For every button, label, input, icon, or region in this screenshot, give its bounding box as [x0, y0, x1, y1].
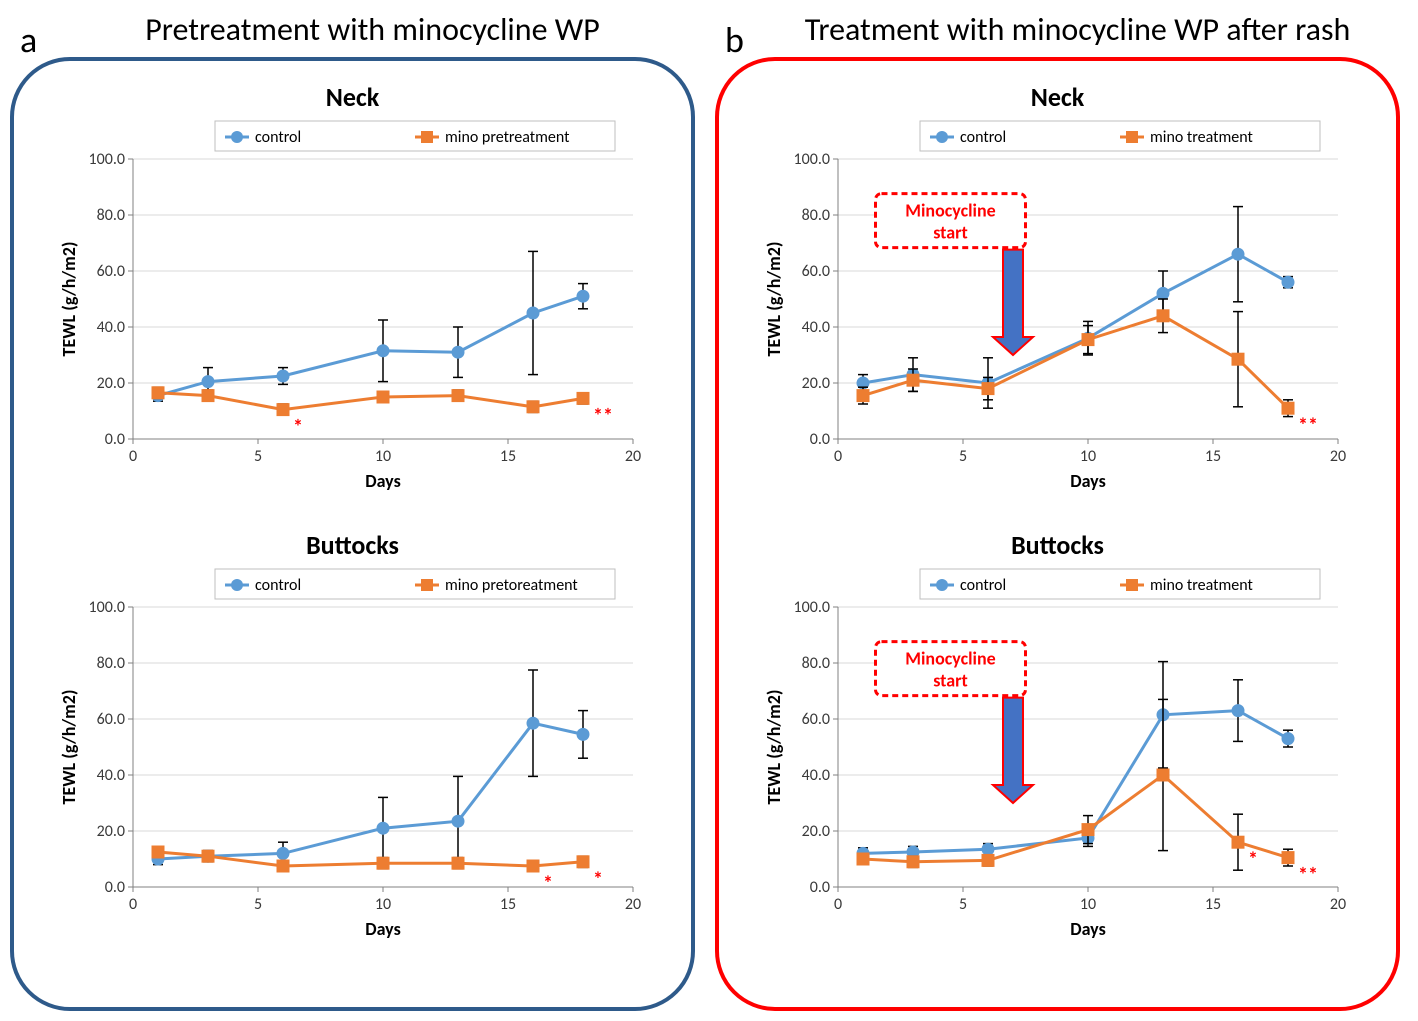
svg-text:10: 10: [374, 447, 390, 466]
svg-text:Minocycline: Minocycline: [905, 200, 995, 222]
chart-a-buttocks: 0.0 20.0 40.0 60.0 80.0 100.0 0 5 10 15 20 Days TEWL…: [53, 567, 653, 947]
svg-text:15: 15: [499, 895, 515, 914]
chart-a-butt-title: Buttocks: [34, 529, 671, 561]
panel-b: b Treatment with minocycline WP after ra…: [715, 10, 1400, 1011]
svg-text:Days: Days: [1070, 918, 1106, 940]
svg-text:control: control: [960, 128, 1006, 147]
svg-text:Days: Days: [365, 918, 401, 940]
svg-text:0.0: 0.0: [809, 430, 829, 449]
panel-b-title: Treatment with minocycline WP after rash: [715, 10, 1400, 49]
svg-text:40.0: 40.0: [801, 318, 829, 337]
svg-text:100.0: 100.0: [793, 598, 829, 617]
panel-b-frame: Neck 0.020.040.060.080.0100.005101520Day…: [715, 57, 1400, 1011]
svg-text:mino treatment: mino treatment: [1150, 576, 1253, 595]
svg-text:0: 0: [128, 895, 136, 914]
svg-text:0: 0: [128, 447, 136, 466]
svg-text:control: control: [255, 576, 301, 595]
svg-text:10: 10: [1079, 447, 1095, 466]
svg-text:80.0: 80.0: [801, 654, 829, 673]
svg-text:100.0: 100.0: [793, 150, 829, 169]
chart-b-neck: 0.0 20.0 40.0 60.0 80.0 100.0 0 5 10 15 20 Days TEWL…: [758, 119, 1358, 499]
svg-text:5: 5: [253, 447, 261, 466]
panel-a: a Pretreatment with minocycline WP Neck …: [10, 10, 695, 1011]
svg-text:5: 5: [958, 447, 966, 466]
svg-text:60.0: 60.0: [96, 262, 124, 281]
svg-text:*: *: [593, 868, 603, 892]
svg-text:20: 20: [624, 447, 640, 466]
svg-text:0: 0: [833, 895, 841, 914]
svg-text:Days: Days: [365, 470, 401, 492]
svg-text:20: 20: [624, 895, 640, 914]
svg-text:0: 0: [833, 447, 841, 466]
figure-container: a Pretreatment with minocycline WP Neck …: [10, 10, 1408, 1011]
svg-text:10: 10: [374, 895, 390, 914]
svg-text:10: 10: [1079, 895, 1095, 914]
chart-a-butt-wrap: Buttocks 0.0 20.0 40.0 60.0 80.0 100.0 0 5 10 15 2…: [34, 529, 671, 947]
svg-text:*: *: [293, 416, 303, 440]
svg-text:**: **: [1298, 864, 1318, 888]
svg-text:start: start: [933, 222, 968, 244]
chart-b-neck-title: Neck: [739, 81, 1376, 113]
svg-text:start: start: [933, 670, 968, 692]
svg-text:15: 15: [1204, 447, 1220, 466]
svg-text:mino treatment: mino treatment: [1150, 128, 1253, 147]
svg-text:15: 15: [1204, 895, 1220, 914]
svg-text:TEWL (g/h/m2): TEWL (g/h/m2): [763, 690, 785, 805]
chart-a-neck: 0.0 20.0 40.0 60.0 80.0 100.0 0 5 10 15 20 Days TEWL…: [53, 119, 653, 499]
panel-a-label: a: [20, 18, 37, 62]
svg-text:20.0: 20.0: [96, 822, 124, 841]
svg-text:5: 5: [253, 895, 261, 914]
svg-text:TEWL (g/h/m2): TEWL (g/h/m2): [58, 242, 80, 357]
svg-text:0.0: 0.0: [104, 430, 124, 449]
svg-text:80.0: 80.0: [801, 206, 829, 225]
svg-text:TEWL (g/h/m2): TEWL (g/h/m2): [763, 242, 785, 357]
svg-text:mino pretoreatment: mino pretoreatment: [445, 576, 578, 595]
svg-text:60.0: 60.0: [96, 710, 124, 729]
svg-text:40.0: 40.0: [96, 766, 124, 785]
panel-a-title: Pretreatment with minocycline WP: [10, 10, 695, 49]
svg-text:20.0: 20.0: [801, 374, 829, 393]
svg-text:control: control: [960, 576, 1006, 595]
svg-text:40.0: 40.0: [96, 318, 124, 337]
svg-text:20.0: 20.0: [801, 822, 829, 841]
svg-text:0.0: 0.0: [104, 878, 124, 897]
svg-text:20: 20: [1329, 447, 1345, 466]
svg-text:80.0: 80.0: [96, 654, 124, 673]
chart-b-butt-title: Buttocks: [739, 529, 1376, 561]
svg-text:TEWL (g/h/m2): TEWL (g/h/m2): [58, 690, 80, 805]
panel-a-frame: Neck 0.020.040.060.080.0100.005101520Day…: [10, 57, 695, 1011]
svg-text:control: control: [255, 128, 301, 147]
svg-text:Days: Days: [1070, 470, 1106, 492]
svg-text:100.0: 100.0: [88, 598, 124, 617]
svg-text:100.0: 100.0: [88, 150, 124, 169]
svg-text:80.0: 80.0: [96, 206, 124, 225]
svg-text:60.0: 60.0: [801, 262, 829, 281]
svg-text:*: *: [543, 872, 553, 896]
svg-text:**: **: [1298, 414, 1318, 438]
svg-text:mino pretreatment: mino pretreatment: [445, 128, 570, 147]
svg-text:40.0: 40.0: [801, 766, 829, 785]
chart-b-buttocks: 0.0 20.0 40.0 60.0 80.0 100.0 0 5 10 15 20 Days TEWL…: [758, 567, 1358, 947]
panel-b-label: b: [725, 18, 744, 62]
svg-text:20.0: 20.0: [96, 374, 124, 393]
chart-b-neck-wrap: Neck 0.0 20.0 40.0 60.0 80.0 100.0 0 5 10 15 20 Day…: [739, 81, 1376, 499]
svg-text:20: 20: [1329, 895, 1345, 914]
chart-b-butt-wrap: Buttocks 0.0 20.0 40.0 60.0 80.0 100.0 0 5 10 15 2…: [739, 529, 1376, 947]
svg-text:5: 5: [958, 895, 966, 914]
svg-text:Minocycline: Minocycline: [905, 648, 995, 670]
svg-text:*: *: [1248, 848, 1258, 872]
svg-text:60.0: 60.0: [801, 710, 829, 729]
svg-text:**: **: [593, 404, 613, 428]
chart-a-neck-title: Neck: [34, 81, 671, 113]
svg-text:15: 15: [499, 447, 515, 466]
svg-text:0.0: 0.0: [809, 878, 829, 897]
chart-a-neck-wrap: Neck 0.0 20.0 40.0 60.0 80.0 100.0 0 5 10 15 20 Day…: [34, 81, 671, 499]
